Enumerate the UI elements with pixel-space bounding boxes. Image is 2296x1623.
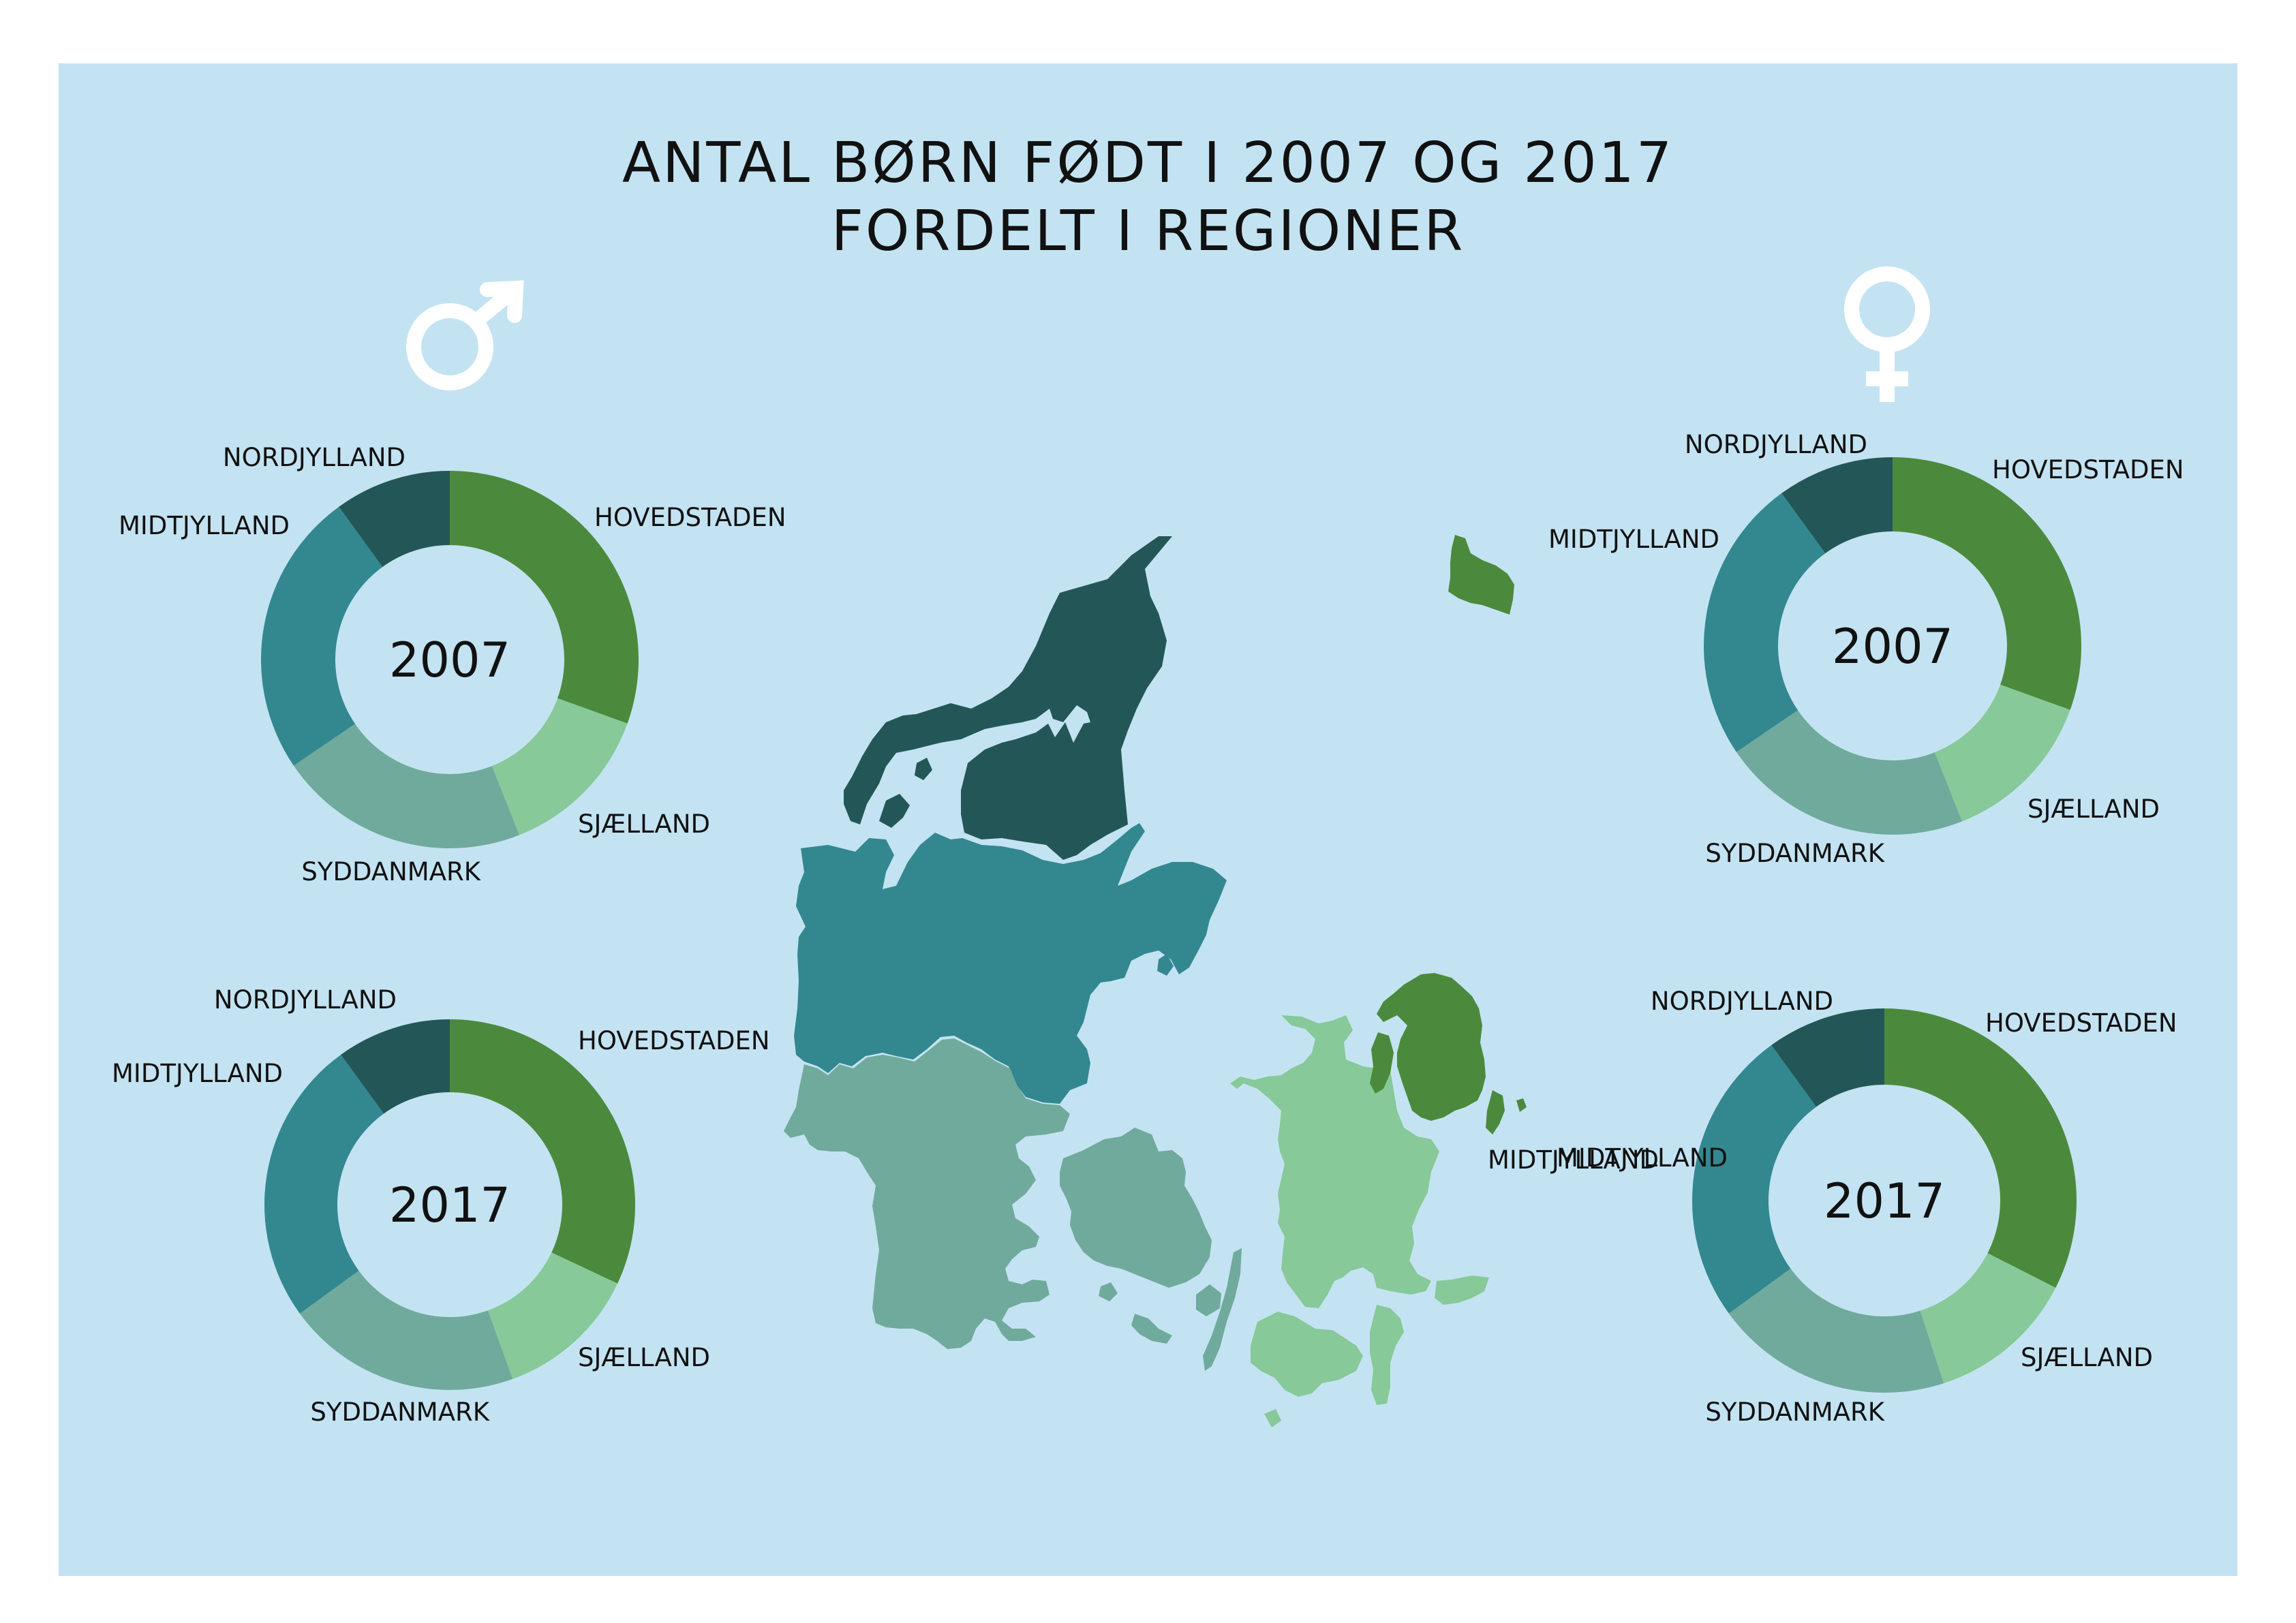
donut-label-midtjylland: MIDTJYLLAND <box>1557 1143 1728 1173</box>
donut-slice-syddanmark <box>299 1270 513 1390</box>
map-island-saltholm <box>1516 1098 1527 1112</box>
donut-label-hovedstaden: HOVEDSTADEN <box>1985 1008 2177 1038</box>
donut-slice-syddanmark <box>1728 1268 1944 1393</box>
donut-label-hovedstaden: HOVEDSTADEN <box>578 1026 770 1055</box>
donut-slice-hovedstaden <box>450 1019 635 1284</box>
donut-slice-nordjylland <box>1771 1008 1884 1107</box>
donut-label-hovedstaden: HOVEDSTADEN <box>594 503 786 532</box>
donut-charts: HOVEDSTADEN SJÆLLAND SYDDANMARK MIDTJYLLAND… <box>112 430 2184 1427</box>
donut-slice-midtjylland <box>260 506 383 766</box>
map-region-midtjylland <box>794 823 1227 1104</box>
map-island-aeroe <box>1131 1314 1172 1344</box>
donut-label-syddanmark: SYDDANMARK <box>1705 839 1885 868</box>
donut-slice-midtjylland <box>264 1054 384 1314</box>
map-region-nordjylland <box>844 536 1172 860</box>
map-island-amager <box>1486 1090 1505 1134</box>
donut-center-year: 2017 <box>1824 1173 1945 1229</box>
page-title: ANTAL BØRN FØDT I 2007 OG 2017 FORDELT I… <box>0 129 2296 266</box>
donut-slice-sjaelland <box>1934 684 2070 822</box>
female-symbol-icon <box>1844 266 1930 402</box>
donut-chart-female-2017: HOVEDSTADEN SJÆLLAND SYDDANMARK MIDTJYLLAND… <box>1557 987 2177 1427</box>
map-island-small-1 <box>1099 1282 1118 1301</box>
donut-center-year: 2007 <box>1832 619 1953 675</box>
donut-label-syddanmark: SYDDANMARK <box>301 857 481 886</box>
donut-chart-male-2007: HOVEDSTADEN SJÆLLAND SYDDANMARK MIDTJYLLAND… <box>119 443 786 886</box>
donut-label-sjaelland: SJÆLLAND <box>578 809 710 839</box>
donut-center-year: 2007 <box>389 632 510 688</box>
map-island-moen <box>1435 1276 1489 1305</box>
donut-label-nordjylland: NORDJYLLAND <box>223 443 405 472</box>
map-region-syddanmark-fyn <box>1060 1128 1212 1288</box>
donut-label-sjaelland: SJÆLLAND <box>2027 794 2160 824</box>
map-region-syddanmark-jutland <box>784 1038 1070 1349</box>
denmark-map: MIDTJYLLAND <box>784 535 1659 1427</box>
map-island-small-2 <box>1264 1409 1281 1427</box>
donut-slice-syddanmark <box>1736 710 1962 835</box>
map-island-mors <box>879 794 910 828</box>
donut-label-syddanmark: SYDDANMARK <box>1705 1397 1885 1427</box>
map-region-hovedstaden <box>1377 973 1486 1121</box>
donut-slice-midtjylland <box>1704 493 1826 752</box>
map-island-bornholm <box>1448 535 1514 615</box>
donut-label-sjaelland: SJÆLLAND <box>2021 1343 2153 1372</box>
donut-slice-sjaelland <box>491 698 628 835</box>
donut-label-nordjylland: NORDJYLLAND <box>1685 430 1867 459</box>
male-symbol-icon <box>406 280 524 390</box>
donut-label-hovedstaden: HOVEDSTADEN <box>1992 455 2184 484</box>
donut-center-year: 2017 <box>389 1177 510 1233</box>
donut-slice-hovedstaden <box>1893 457 2082 710</box>
title-line-1: ANTAL BØRN FØDT I 2007 OG 2017 <box>622 131 1674 196</box>
title-line-2: FORDELT I REGIONER <box>831 199 1465 264</box>
map-island-hovedstaden-small <box>1370 1032 1394 1094</box>
donut-chart-female-2007: HOVEDSTADEN SJÆLLAND SYDDANMARK MIDTJYLLAND… <box>1548 430 2184 868</box>
donut-slice-midtjylland <box>1692 1045 1817 1314</box>
map-island-lolland <box>1251 1312 1363 1397</box>
donut-label-nordjylland: NORDJYLLAND <box>214 985 397 1015</box>
donut-slice-hovedstaden <box>1884 1008 2077 1288</box>
donut-slice-hovedstaden <box>450 471 639 724</box>
donut-label-nordjylland: NORDJYLLAND <box>1651 987 1833 1016</box>
donut-slice-sjaelland <box>1920 1253 2056 1384</box>
donut-slice-syddanmark <box>293 724 519 849</box>
map-island-tasinge <box>1196 1284 1221 1316</box>
donut-slice-nordjylland <box>1781 457 1893 554</box>
donut-slice-nordjylland <box>341 1019 450 1114</box>
donut-label-syddanmark: SYDDANMARK <box>310 1397 490 1427</box>
donut-chart-male-2017: HOVEDSTADEN SJÆLLAND SYDDANMARK MIDTJYLLAND… <box>112 985 770 1427</box>
map-island-falster <box>1370 1305 1404 1405</box>
donut-slice-sjaelland <box>487 1252 618 1379</box>
map-region-sjaelland <box>1230 1015 1439 1308</box>
donut-label-midtjylland: MIDTJYLLAND <box>119 511 290 540</box>
map-label-midtjylland: MIDTJYLLAND <box>1488 1145 1659 1175</box>
donut-slice-nordjylland <box>339 471 450 568</box>
donut-label-sjaelland: SJÆLLAND <box>578 1343 710 1372</box>
map-island-samsoe <box>1157 954 1174 976</box>
donut-label-midtjylland: MIDTJYLLAND <box>112 1059 283 1088</box>
map-island-2 <box>915 758 932 780</box>
donut-label-midtjylland: MIDTJYLLAND <box>1548 525 1719 554</box>
map-island-langeland <box>1203 1248 1242 1371</box>
